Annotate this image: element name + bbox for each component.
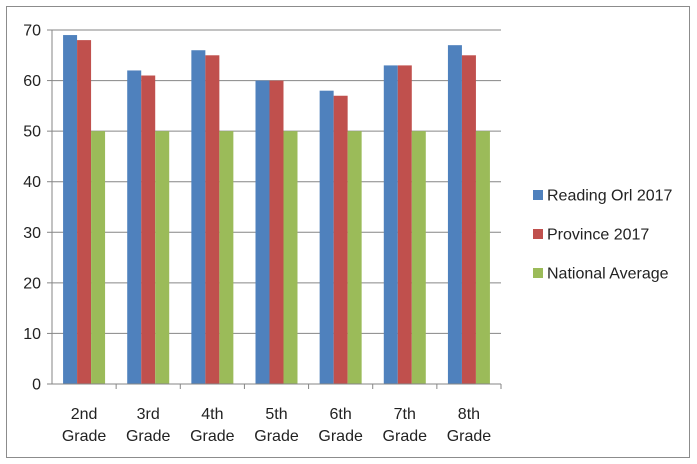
bar-province-2017-5 bbox=[397, 65, 412, 385]
y-tick-label: 10 bbox=[23, 326, 41, 343]
bar-reading-orl-2017-3 bbox=[255, 80, 270, 385]
x-tick-label: 8th bbox=[458, 406, 480, 423]
legend-swatch bbox=[533, 268, 543, 278]
x-tick-label: Grade bbox=[383, 428, 428, 445]
y-tick-label: 30 bbox=[23, 225, 41, 242]
legend: Reading Orl 2017 Province 2017 National Av… bbox=[533, 188, 673, 283]
bar-reading-orl-2017-1 bbox=[127, 70, 142, 384]
x-tick-label: Grade bbox=[318, 428, 363, 445]
x-tick-label: Grade bbox=[190, 428, 235, 445]
x-tick-label: 4th bbox=[201, 406, 223, 423]
bar-province-2017-0 bbox=[77, 40, 92, 384]
bar-national-average-6 bbox=[475, 131, 490, 384]
y-tick-label: 0 bbox=[32, 377, 41, 394]
x-tick-label: Grade bbox=[126, 428, 171, 445]
bar-province-2017-1 bbox=[141, 75, 156, 384]
legend-label: National Average bbox=[547, 266, 669, 283]
bar-national-average-3 bbox=[283, 131, 298, 384]
y-tick-label: 20 bbox=[23, 275, 41, 292]
bar-national-average-1 bbox=[155, 131, 170, 384]
legend-label: Reading Orl 2017 bbox=[547, 188, 673, 205]
x-tick-label: Grade bbox=[62, 428, 107, 445]
legend-swatch bbox=[533, 190, 543, 200]
legend-label: Province 2017 bbox=[547, 227, 649, 244]
y-tick-label: 70 bbox=[23, 23, 41, 40]
bar-reading-orl-2017-6 bbox=[447, 45, 462, 385]
bars bbox=[63, 35, 490, 385]
x-tick-label: Grade bbox=[447, 428, 492, 445]
bar-national-average-5 bbox=[411, 131, 426, 384]
bar-reading-orl-2017-2 bbox=[191, 50, 206, 384]
y-tick-label: 60 bbox=[23, 73, 41, 90]
x-tick-label: 6th bbox=[330, 406, 352, 423]
legend-swatch bbox=[533, 229, 543, 239]
x-tick-label: Grade bbox=[254, 428, 299, 445]
x-tick-label: 5th bbox=[265, 406, 287, 423]
bar-province-2017-3 bbox=[269, 80, 284, 385]
axes: 0 10 20 30 40 50 60 70 2nd Grade 3rd Grade 4th Grade 5… bbox=[23, 23, 502, 445]
y-tick-label: 40 bbox=[23, 174, 41, 191]
x-tick-label: 2nd bbox=[71, 406, 98, 423]
bar-province-2017-6 bbox=[461, 55, 476, 385]
bar-national-average-0 bbox=[91, 131, 106, 384]
bar-national-average-4 bbox=[347, 131, 362, 384]
bar-reading-orl-2017-0 bbox=[63, 35, 78, 385]
y-tick-label: 50 bbox=[23, 124, 41, 141]
bar-reading-orl-2017-4 bbox=[319, 90, 334, 384]
x-tick-label: 3rd bbox=[137, 406, 160, 423]
bar-national-average-2 bbox=[219, 131, 234, 384]
x-tick-label: 7th bbox=[394, 406, 416, 423]
bar-reading-orl-2017-5 bbox=[383, 65, 398, 385]
bar-province-2017-2 bbox=[205, 55, 220, 385]
bar-province-2017-4 bbox=[333, 95, 348, 384]
